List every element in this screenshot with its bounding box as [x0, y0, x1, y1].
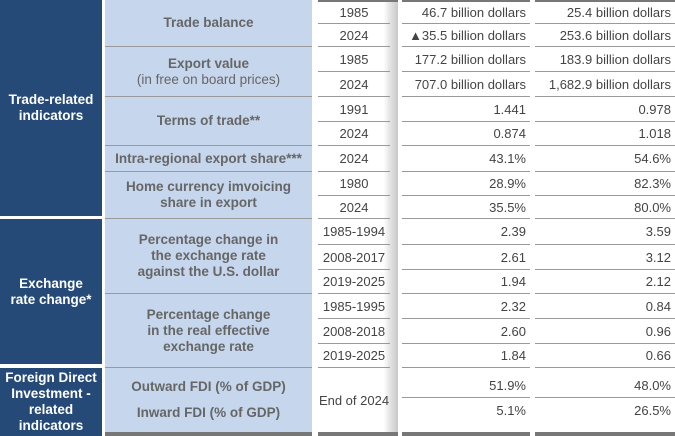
row-value-1: 177.2 billion dollars: [402, 47, 530, 72]
row-value-2: 0.96: [535, 319, 675, 344]
indicator-terms-of-trade: Terms of trade**: [105, 97, 312, 146]
row-value-2: 25.4 billion dollars: [535, 2, 675, 24]
row-value-1: 1.441: [402, 97, 530, 122]
row-value-2: 54.6%: [535, 146, 675, 172]
indicator-label: Inward FDI (% of GDP): [136, 405, 281, 421]
row-year: 2024: [318, 72, 390, 97]
row-value-1: 2.60: [402, 319, 530, 344]
row-value-1: 35.5%: [402, 196, 530, 219]
row-value-1: 46.7 billion dollars: [402, 2, 530, 24]
group-label: Exchange rate change*: [10, 275, 92, 307]
row-value-1: 0.874: [402, 122, 530, 146]
indicator-fx-usd: Percentage change in the exchange rate a…: [105, 219, 312, 294]
row-year: 2024: [318, 24, 390, 47]
row-year: 1985-1995: [318, 294, 390, 319]
row-value-2: 82.3%: [535, 172, 675, 196]
row-value-1: 707.0 billion dollars: [402, 72, 530, 97]
row-value-1: 43.1%: [402, 146, 530, 172]
bottom-rule: [535, 432, 675, 436]
indicator-reer: Percentage change in the real effective …: [105, 294, 312, 368]
indicator-label: Trade balance: [163, 15, 254, 30]
row-value-2: 0.66: [535, 344, 675, 368]
row-value-1: 2.61: [402, 245, 530, 270]
row-year: 2024: [318, 122, 390, 146]
outward-fdi-value-2: 48.0%: [535, 373, 675, 398]
row-year: 2024: [318, 146, 390, 172]
group-exchange: Exchange rate change*: [0, 219, 102, 364]
row-year: 2024: [318, 196, 390, 219]
row-value-2: 0.978: [535, 97, 675, 122]
row-value-1: 1.94: [402, 270, 530, 294]
row-year: 1980: [318, 172, 390, 196]
row-value-1: 2.32: [402, 294, 530, 319]
top-rule: [318, 0, 398, 2]
bottom-rule: [318, 432, 398, 436]
indicator-label: Export value: [167, 55, 250, 71]
row-year: 2019-2025: [318, 270, 390, 294]
bottom-rule: [105, 432, 312, 436]
indicator-label: Outward FDI (% of GDP): [131, 378, 286, 394]
indicator-home-currency: Home currency imvoicing share in export: [105, 172, 312, 219]
row-value-2: 80.0%: [535, 196, 675, 219]
fdi-year: End of 2024: [318, 392, 390, 408]
group-trade: Trade-related indicators: [0, 0, 102, 216]
indicator-trade-balance: Trade balance: [105, 0, 312, 47]
row-value-2: 253.6 billion dollars: [535, 24, 675, 47]
row-value-2: 2.12: [535, 270, 675, 294]
row-year: 1985: [318, 47, 390, 72]
indicator-label: Home currency imvoicing share in export: [125, 179, 292, 210]
top-rule: [535, 0, 675, 2]
row-value-2: 1.018: [535, 122, 675, 146]
row-value-2: 183.9 billion dollars: [535, 47, 675, 72]
row-value-1: 2.39: [402, 219, 530, 245]
row-year: 1991: [318, 97, 390, 122]
group-label: Foreign Direct Investment -related indic…: [5, 370, 97, 433]
inward-fdi-value-2: 26.5%: [634, 403, 671, 418]
row-value-2: 1,682.9 billion dollars: [535, 72, 675, 97]
indicator-label: Percentage change in the exchange rate a…: [137, 232, 280, 279]
indicator-fdi: Outward FDI (% of GDP) Inward FDI (% of G…: [105, 368, 312, 432]
indicator-sublabel: (in free on board prices): [136, 71, 281, 87]
row-value-1: ▲35.5 billion dollars: [402, 24, 530, 47]
indicator-intra-regional: Intra-regional export share***: [105, 146, 312, 172]
bottom-rule: [402, 432, 530, 436]
indicator-label: Terms of trade**: [156, 113, 261, 128]
inward-fdi-value-1: 5.1%: [496, 403, 526, 418]
indicator-label: Percentage change in the real effective …: [146, 306, 271, 354]
indicator-export-value: Export value (in free on board prices): [105, 47, 312, 97]
row-year: 2008-2018: [318, 319, 390, 344]
indicator-label: Intra-regional export share***: [115, 150, 302, 166]
row-value-2: 0.84: [535, 294, 675, 319]
row-value-1: 1.84: [402, 344, 530, 368]
row-year: 2008-2017: [318, 245, 390, 270]
row-year: 2019-2025: [318, 344, 390, 368]
row-value-2: 3.12: [535, 245, 675, 270]
group-label: Trade-related indicators: [8, 92, 94, 123]
outward-fdi-value-1: 51.9%: [402, 373, 530, 398]
top-rule: [402, 0, 530, 2]
row-year: 1985: [318, 2, 390, 24]
row-year: 1985-1994: [318, 219, 390, 245]
row-value-1: 28.9%: [402, 172, 530, 196]
row-value-2: 3.59: [535, 219, 675, 245]
group-fdi: Foreign Direct Investment -related indic…: [0, 368, 102, 436]
